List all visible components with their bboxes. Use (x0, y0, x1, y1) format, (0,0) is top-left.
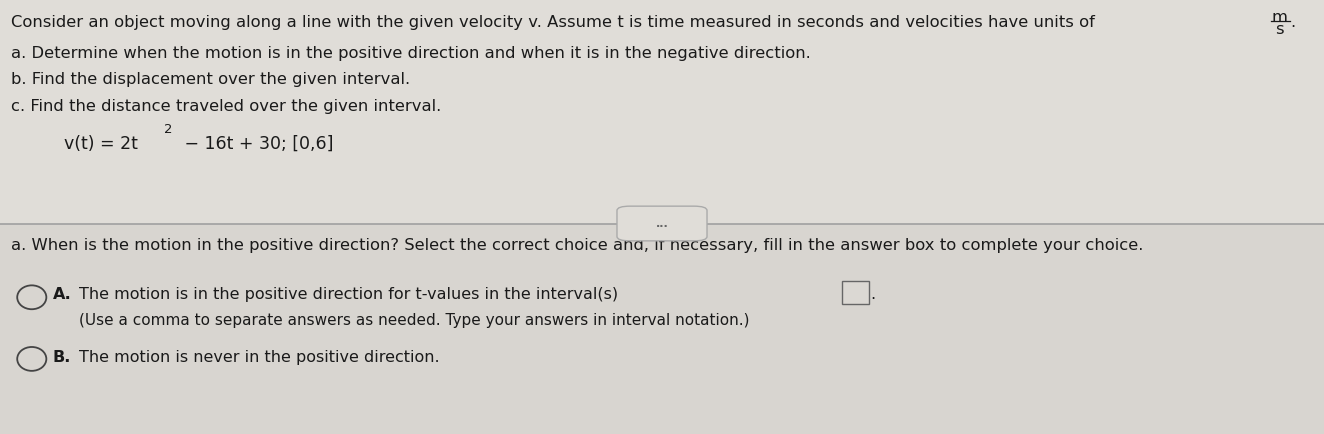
Text: The motion is in the positive direction for t-values in the interval(s): The motion is in the positive direction … (79, 287, 618, 302)
Text: v(t) = 2t: v(t) = 2t (64, 135, 138, 152)
Text: Consider an object moving along a line with the given velocity v. Assume t is ti: Consider an object moving along a line w… (11, 15, 1095, 30)
Text: c. Find the distance traveled over the given interval.: c. Find the distance traveled over the g… (11, 99, 441, 114)
Text: a. Determine when the motion is in the positive direction and when it is in the : a. Determine when the motion is in the p… (11, 46, 810, 62)
Text: B.: B. (53, 350, 71, 365)
Text: − 16t + 30; [0,6]: − 16t + 30; [0,6] (180, 135, 334, 152)
FancyBboxPatch shape (617, 206, 707, 241)
FancyBboxPatch shape (842, 281, 869, 304)
Text: s: s (1275, 22, 1284, 37)
Text: A.: A. (53, 287, 71, 302)
Text: .: . (870, 287, 875, 302)
Text: .: . (1290, 15, 1295, 30)
Text: 2: 2 (164, 123, 172, 136)
FancyBboxPatch shape (0, 0, 1324, 224)
Text: (Use a comma to separate answers as needed. Type your answers in interval notati: (Use a comma to separate answers as need… (79, 313, 749, 329)
Text: m: m (1271, 10, 1288, 25)
Text: b. Find the displacement over the given interval.: b. Find the displacement over the given … (11, 72, 409, 88)
Text: a. When is the motion in the positive direction? Select the correct choice and, : a. When is the motion in the positive di… (11, 238, 1143, 253)
Text: The motion is never in the positive direction.: The motion is never in the positive dire… (79, 350, 440, 365)
Text: ...: ... (655, 218, 669, 229)
FancyBboxPatch shape (0, 224, 1324, 434)
